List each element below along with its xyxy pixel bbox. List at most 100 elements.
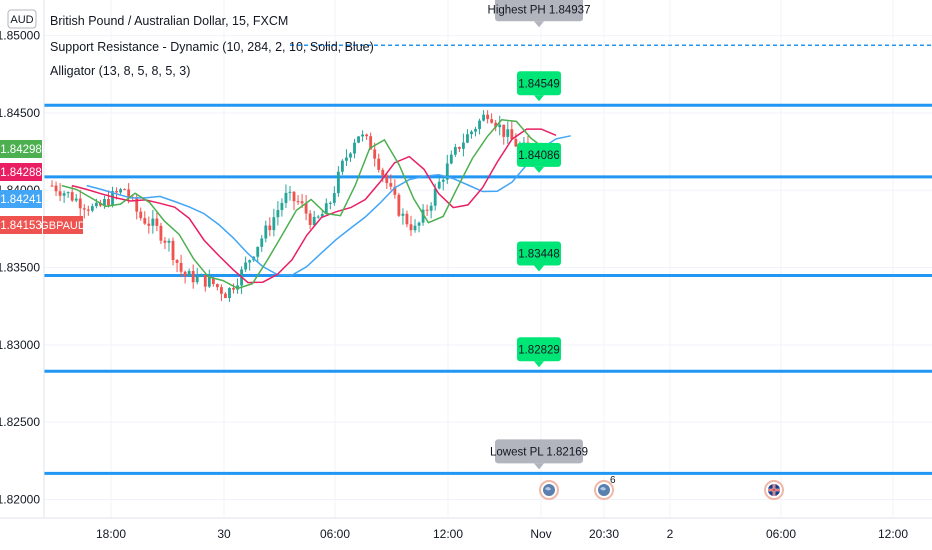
symbol-title[interactable]: British Pound / Australian Dollar, 15, F… [50,14,288,28]
candle-body [486,114,490,120]
candle-body [349,153,352,158]
symbol-badge [43,216,83,234]
candle-body [369,136,373,150]
candle-body [336,171,340,194]
price-badge [0,216,42,234]
candle-body [244,262,248,270]
callout-pointer [534,265,544,272]
candle-body [256,246,260,257]
candle-body [506,129,510,137]
time-tick-label: 30 [217,527,231,541]
candle-body [220,287,223,294]
alligator-lips-line [61,119,547,290]
candle-body [413,225,417,231]
price-tick-label: 1.84500 [0,106,40,120]
candle-body [288,191,292,193]
time-tick-label: 12:00 [878,527,908,541]
price-badge-text: 1.84153 [0,220,42,232]
event-flag-icon-2[interactable]: 6 [594,475,616,500]
candle-body [260,238,264,247]
alligator-jaw-line [86,135,571,276]
candle-body [62,193,66,196]
callout-text: Highest PH 1.84937 [488,4,591,16]
candle-body [361,134,364,137]
candle-body [421,209,425,223]
candle-body [466,134,469,143]
candle-body [183,271,187,277]
candle-body [159,225,163,241]
candle-body [494,122,498,128]
candle-body [320,213,324,217]
candle-body [179,262,183,272]
indicator-alligator[interactable]: Alligator (13, 8, 5, 8, 5, 3) [50,64,190,78]
candle-body [151,218,155,226]
candle-body [345,157,348,161]
price-badge-text: 1.84241 [0,194,42,206]
event-flag-icon-3[interactable] [764,480,784,500]
candle-body [409,224,413,231]
level-labels: 1.84549 1.84086 1.83448 1.82829 Lowest PL 1.… [488,0,591,470]
candle-body [441,179,445,182]
candle-body [207,277,211,287]
candle-body [199,274,203,277]
candle-body [490,119,494,123]
price-axis[interactable]: 1.850001.845001.840001.835001.830001.825… [0,29,86,507]
candle-body [155,218,159,226]
candle-body [401,213,405,216]
candle-body [437,181,441,189]
price-badge-text: 1.84288 [0,167,42,179]
candle-body [365,134,369,137]
time-tick-label: Nov [530,527,551,541]
callout-box [517,337,561,362]
time-tick-label: 12:00 [433,527,463,541]
time-axis[interactable]: 18:00 30 06:00 12:00 Nov 20:30 2 06:00 12:00 [96,527,908,541]
candle-body [373,149,377,159]
candle-body [276,210,280,218]
candle-body [74,198,78,201]
highest-level-label: Highest PH 1.84937 [488,0,591,28]
callout-box [517,142,561,167]
candle-body [94,202,98,207]
candle-body [328,202,332,204]
event-markers[interactable]: 6 [539,475,784,500]
lowest-level-label: Lowest PL 1.82169 [490,439,588,470]
callout-pointer [534,21,544,28]
candle-body [308,213,312,225]
earth-icon-land [545,487,551,491]
candle-body [316,216,320,218]
currency-button[interactable]: AUD [7,9,37,29]
candle-body [224,293,227,299]
symbol-badge-text: GBPAUD [40,220,86,232]
candle-body [127,189,131,198]
candle-body [482,114,485,121]
price-tick-label: 1.82000 [0,492,40,506]
candle-body [248,260,252,263]
candle-body [54,185,58,192]
candle-body [171,240,175,260]
candle-body [510,129,514,139]
currency-label: AUD [10,14,33,26]
candle-body [300,201,304,204]
candle-body [90,206,94,211]
candle-body [211,277,215,285]
candle-body [135,197,139,212]
candle-body [377,158,381,170]
candle-body [232,288,235,290]
candle-body [115,191,118,193]
callout-pointer [534,463,544,470]
candle-body [312,216,316,225]
candle-body [268,225,272,231]
callout-box [517,241,561,266]
indicator-support-resistance[interactable]: Support Resistance - Dynamic (10, 284, 2… [50,40,374,54]
price-badge [0,163,42,181]
candle-body [264,225,268,239]
candle-body [429,205,433,211]
candle-body [457,147,461,149]
candle-body [498,124,502,128]
event-flag-icon-1[interactable] [539,480,559,500]
candle-body [86,209,90,211]
candle-body [66,192,70,194]
candle-body [203,274,207,287]
